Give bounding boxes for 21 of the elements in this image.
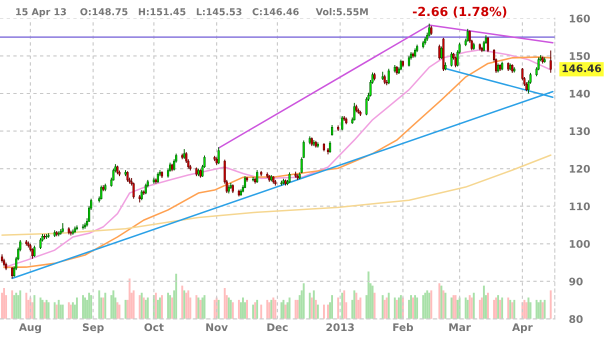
chart-subtitle: -2.66 (1.78%) [412, 6, 506, 18]
y-tick-label: 110 [570, 202, 590, 210]
y-tick-label: 150 [570, 52, 590, 60]
x-tick-label: Oct [144, 323, 164, 332]
y-tick-label: 80 [569, 315, 583, 324]
x-tick-label: Sep [82, 323, 104, 334]
x-tick-label: Apr [512, 323, 533, 334]
x-tick-label: Nov [206, 323, 228, 332]
y-tick-label: 120 [570, 164, 590, 173]
y-tick-label: 160 [570, 14, 590, 22]
annotation: 146.46 [562, 64, 602, 72]
x-tick-label: Aug [18, 323, 41, 334]
y-tick-label: 100 [570, 240, 590, 248]
x-tick-label: Feb [393, 323, 414, 332]
y-tick-label: 140 [570, 90, 590, 98]
x-tick-label: Mar [449, 323, 471, 332]
x-tick-label: 2013 [326, 323, 354, 332]
y-tick-label: 90 [569, 278, 583, 286]
x-tick-label: Dec [267, 323, 288, 332]
chart-title: 15 Apr 13 O:148.75 H:151.45 L:145.53 C:146.46 Vol:5.55M [16, 8, 368, 18]
y-tick-label: 130 [570, 127, 590, 136]
